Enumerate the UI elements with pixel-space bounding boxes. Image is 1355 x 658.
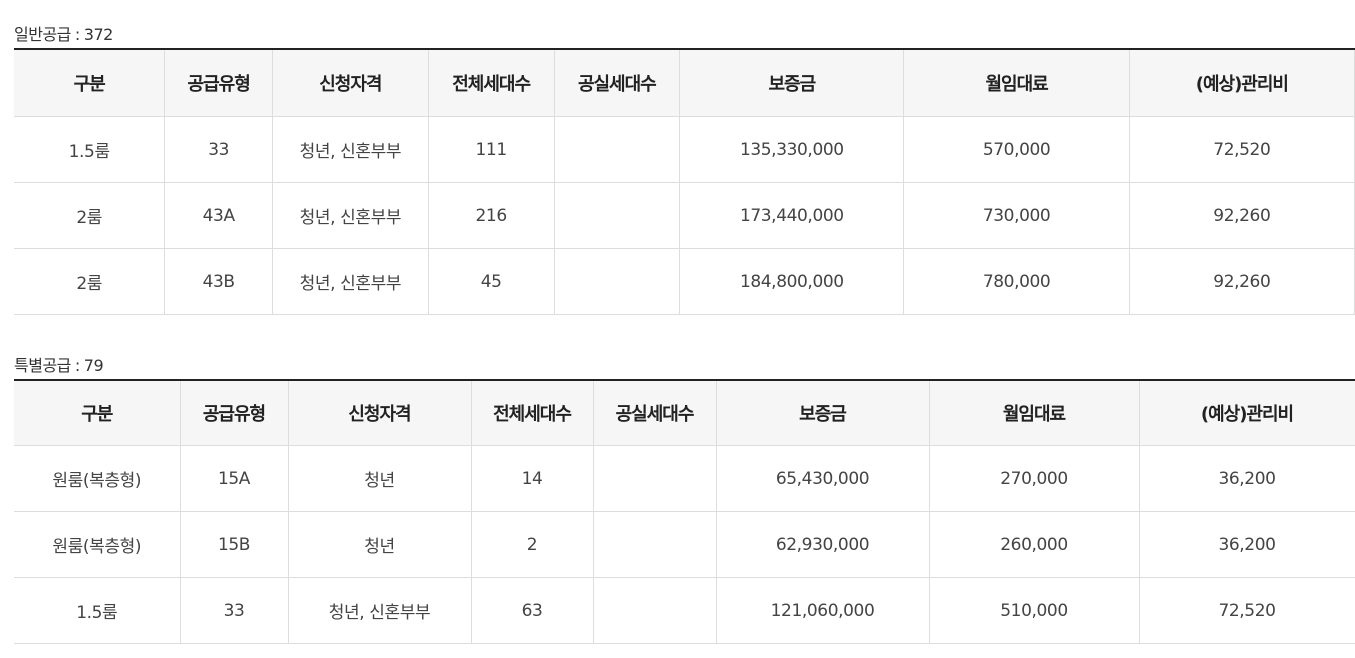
- cell-eligibility: 청년: [288, 511, 472, 578]
- cell-supply-type: 33: [164, 116, 273, 183]
- cell-total-units: 45: [428, 248, 555, 315]
- cell-category: 1.5룸: [14, 116, 166, 183]
- cell-maintenance-fee: 36,200: [1139, 511, 1355, 578]
- header-total-units: 전체세대수: [471, 380, 594, 446]
- header-vacant-units: 공실세대수: [593, 380, 717, 446]
- cell-monthly-rent: 780,000: [903, 248, 1130, 315]
- cell-maintenance-fee: 92,260: [1129, 182, 1355, 249]
- cell-category: 원룸(복층형): [14, 445, 181, 512]
- header-category: 구분: [14, 380, 181, 446]
- header-maintenance-fee: (예상)관리비: [1139, 380, 1355, 446]
- cell-maintenance-fee: 72,520: [1129, 116, 1355, 183]
- special-supply-section: 특별공급:79 구분 공급유형 신청자격 전체세대수 공실세대수 보증금 월임대…: [14, 355, 1355, 644]
- cell-total-units: 14: [471, 445, 594, 512]
- cell-eligibility: 청년, 신혼부부: [272, 182, 429, 249]
- general-supply-separator: :: [74, 25, 80, 44]
- cell-vacant-units: [593, 577, 717, 644]
- table-row: 2룸 43A 청년, 신혼부부 216 173,440,000 730,000 …: [14, 182, 1355, 249]
- general-header-row: 구분 공급유형 신청자격 전체세대수 공실세대수 보증금 월임대료 (예상)관리…: [14, 49, 1355, 117]
- table-row: 1.5룸 33 청년, 신혼부부 63 121,060,000 510,000 …: [14, 577, 1355, 644]
- general-supply-label: 일반공급: [14, 25, 71, 44]
- cell-maintenance-fee: 72,520: [1139, 577, 1355, 644]
- cell-deposit: 184,800,000: [679, 248, 905, 315]
- general-supply-caption: 일반공급:372: [14, 24, 1355, 48]
- cell-maintenance-fee: 36,200: [1139, 445, 1355, 512]
- cell-eligibility: 청년, 신혼부부: [288, 577, 472, 644]
- cell-total-units: 63: [471, 577, 594, 644]
- cell-deposit: 135,330,000: [679, 116, 905, 183]
- cell-category: 원룸(복층형): [14, 511, 181, 578]
- cell-eligibility: 청년, 신혼부부: [272, 116, 429, 183]
- header-supply-type: 공급유형: [164, 49, 273, 117]
- cell-deposit: 121,060,000: [716, 577, 930, 644]
- special-supply-label: 특별공급: [14, 356, 71, 375]
- general-supply-count: 372: [83, 25, 114, 44]
- cell-vacant-units: [554, 116, 681, 183]
- table-row: 원룸(복층형) 15A 청년 14 65,430,000 270,000 36,…: [14, 445, 1355, 512]
- cell-total-units: 216: [428, 182, 555, 249]
- header-eligibility: 신청자격: [288, 380, 472, 446]
- special-supply-table: 구분 공급유형 신청자격 전체세대수 공실세대수 보증금 월임대료 (예상)관리…: [14, 379, 1355, 644]
- cell-supply-type: 43A: [164, 182, 273, 249]
- cell-monthly-rent: 260,000: [929, 511, 1140, 578]
- header-deposit: 보증금: [679, 49, 905, 117]
- header-maintenance-fee: (예상)관리비: [1129, 49, 1355, 117]
- special-supply-separator: :: [74, 356, 80, 375]
- cell-category: 2룸: [14, 248, 166, 315]
- cell-monthly-rent: 730,000: [903, 182, 1130, 249]
- table-row: 2룸 43B 청년, 신혼부부 45 184,800,000 780,000 9…: [14, 248, 1355, 315]
- header-category: 구분: [14, 49, 166, 117]
- header-monthly-rent: 월임대료: [903, 49, 1130, 117]
- cell-deposit: 173,440,000: [679, 182, 905, 249]
- cell-supply-type: 33: [180, 577, 289, 644]
- table-row: 1.5룸 33 청년, 신혼부부 111 135,330,000 570,000…: [14, 116, 1355, 183]
- cell-total-units: 111: [428, 116, 555, 183]
- cell-monthly-rent: 570,000: [903, 116, 1130, 183]
- cell-supply-type: 15A: [180, 445, 289, 512]
- header-eligibility: 신청자격: [272, 49, 429, 117]
- cell-vacant-units: [554, 182, 681, 249]
- header-deposit: 보증금: [716, 380, 930, 446]
- cell-total-units: 2: [471, 511, 594, 578]
- general-supply-section: 일반공급:372 구분 공급유형 신청자격 전체세대수 공실세대수 보증금 월임…: [14, 24, 1355, 315]
- cell-eligibility: 청년, 신혼부부: [272, 248, 429, 315]
- cell-category: 1.5룸: [14, 577, 181, 644]
- header-supply-type: 공급유형: [180, 380, 289, 446]
- table-row: 원룸(복층형) 15B 청년 2 62,930,000 260,000 36,2…: [14, 511, 1355, 578]
- cell-deposit: 62,930,000: [716, 511, 930, 578]
- cell-category: 2룸: [14, 182, 166, 249]
- special-supply-count: 79: [83, 356, 104, 375]
- header-monthly-rent: 월임대료: [929, 380, 1140, 446]
- cell-deposit: 65,430,000: [716, 445, 930, 512]
- cell-supply-type: 43B: [164, 248, 273, 315]
- cell-eligibility: 청년: [288, 445, 472, 512]
- special-header-row: 구분 공급유형 신청자격 전체세대수 공실세대수 보증금 월임대료 (예상)관리…: [14, 380, 1355, 446]
- cell-vacant-units: [593, 445, 717, 512]
- header-total-units: 전체세대수: [428, 49, 555, 117]
- general-supply-table: 구분 공급유형 신청자격 전체세대수 공실세대수 보증금 월임대료 (예상)관리…: [14, 48, 1355, 315]
- special-supply-caption: 특별공급:79: [14, 355, 1355, 379]
- cell-monthly-rent: 510,000: [929, 577, 1140, 644]
- cell-maintenance-fee: 92,260: [1129, 248, 1355, 315]
- cell-monthly-rent: 270,000: [929, 445, 1140, 512]
- header-vacant-units: 공실세대수: [554, 49, 681, 117]
- cell-vacant-units: [593, 511, 717, 578]
- cell-vacant-units: [554, 248, 681, 315]
- cell-supply-type: 15B: [180, 511, 289, 578]
